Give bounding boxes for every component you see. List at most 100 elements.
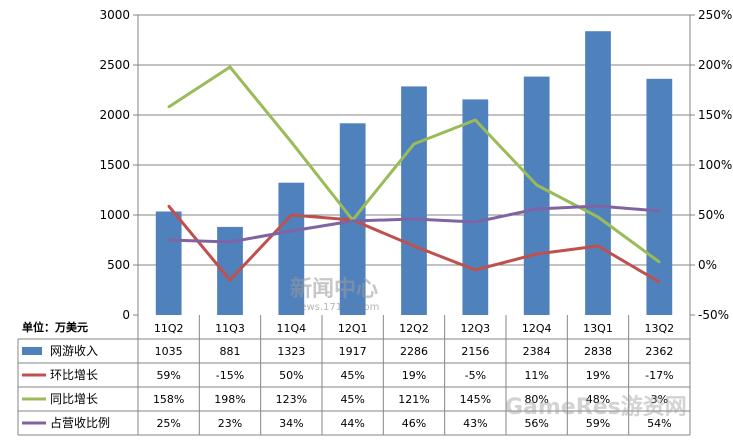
line-series (167, 65, 661, 284)
bar-12Q4 (523, 76, 550, 315)
legend-entry: 环比增长 (50, 368, 98, 382)
line-point (228, 278, 232, 282)
line-point (412, 142, 416, 146)
table-cell: 3% (651, 393, 668, 406)
category-label: 11Q2 (154, 322, 184, 335)
table-cell: 46% (402, 417, 426, 430)
table-cell: 1917 (339, 345, 367, 358)
table-cell: 158% (153, 393, 184, 406)
table-cell: 54% (647, 417, 671, 430)
left-axis-tick-label: 1500 (99, 158, 130, 172)
line-point (290, 213, 293, 217)
table-cell: 1035 (155, 345, 183, 358)
table-cell: 121% (398, 393, 429, 406)
line-point (658, 280, 661, 284)
table-cell: 34% (279, 417, 303, 430)
table-cell: 56% (524, 417, 548, 430)
line-point (167, 238, 170, 242)
line-point (658, 260, 661, 264)
bar-series (155, 31, 673, 316)
table-cell: 25% (156, 417, 180, 430)
line-point (596, 204, 600, 208)
legend-key-bar (22, 347, 42, 355)
legend-entry: 网游收入 (50, 344, 98, 358)
watermark: 新闻中心 news.17173.com GameRes游资网 (290, 276, 687, 420)
line-point (658, 209, 661, 213)
bar-12Q3 (462, 99, 489, 316)
data-table: 单位：万美元 11Q2 11Q3 11Q4 12Q1 12Q2 12Q3 12Q4 13Q1 13… (17, 315, 691, 436)
category-label: 11Q3 (215, 322, 245, 335)
table-cell: -5% (465, 369, 486, 382)
line-point (596, 215, 600, 219)
table-cell: 19% (586, 369, 610, 382)
left-axis-tick-label: 2000 (99, 108, 130, 122)
table-cell: 45% (340, 393, 364, 406)
left-axis-tick-label: 1000 (99, 208, 130, 222)
category-label: 12Q3 (461, 322, 491, 335)
right-axis-tick-label: 150% (698, 108, 732, 122)
table-cell: 23% (218, 417, 242, 430)
left-axis-tick-label: 3000 (99, 8, 130, 22)
table-cell: 2156 (461, 345, 489, 358)
legend-entry: 同比增长 (50, 392, 98, 406)
table-cell: -15% (216, 369, 244, 382)
left-axis-tick-label: 500 (107, 258, 130, 272)
line-point (351, 219, 354, 223)
table-cell: 2362 (645, 345, 673, 358)
line-point (412, 217, 416, 221)
table-cell: 198% (214, 393, 245, 406)
category-label: 13Q2 (645, 322, 675, 335)
right-axis-tick-label: 250% (698, 8, 732, 22)
left-axis-tick-label: 2500 (99, 58, 130, 72)
right-axis-tick-label: 50% (698, 208, 725, 222)
right-axis-tick-label: -50% (698, 308, 729, 322)
bar-11Q4 (278, 182, 305, 315)
watermark-corner-text: GameRes游资网 (505, 394, 687, 420)
table-cell: 45% (340, 369, 364, 382)
line-point (535, 207, 538, 211)
category-label: 11Q4 (277, 322, 307, 335)
category-label: 12Q4 (522, 322, 552, 335)
line-point (474, 268, 477, 272)
right-axis-tick-label: 0% (698, 258, 717, 272)
line-point (167, 105, 170, 109)
category-label: 12Q2 (399, 322, 429, 335)
axes: 0 500 1000 1500 2000 2500 3000 -50% 0% 50% 100% 150… (99, 8, 732, 322)
watermark-center-text: 新闻中心 (290, 276, 378, 302)
line-point (290, 229, 293, 233)
table-cell: 2384 (523, 345, 551, 358)
table-cell: 48% (586, 393, 610, 406)
table-cell: 2286 (400, 345, 428, 358)
bar-11Q2 (155, 211, 182, 315)
line-point (535, 252, 538, 256)
line-point (535, 183, 538, 187)
left-axis-tick-label: 0 (122, 308, 130, 322)
watermark-center-url: news.17173.com (294, 302, 379, 313)
line-point (474, 220, 477, 224)
table-cell: 11% (524, 369, 548, 382)
table-cell: 1323 (277, 345, 305, 358)
legend-entry: 占营收比例 (50, 415, 110, 430)
table-cell: 59% (156, 369, 180, 382)
table-cell: 19% (402, 369, 426, 382)
table-cell: 123% (276, 393, 307, 406)
table-cell: 44% (340, 417, 364, 430)
table-cell: 50% (279, 369, 303, 382)
category-label: 12Q1 (338, 322, 368, 335)
line-point (596, 244, 600, 248)
line-point (290, 140, 293, 144)
line-point (167, 204, 170, 208)
line-point (474, 118, 477, 122)
category-label: 13Q1 (583, 322, 613, 335)
bar-13Q1 (585, 31, 611, 315)
table-cell: 2838 (584, 345, 612, 358)
right-axis-tick-label: 200% (698, 58, 732, 72)
table-cell: 43% (463, 417, 487, 430)
table-cell: 59% (586, 417, 610, 430)
right-axis-tick-label: 100% (698, 158, 732, 172)
table-cell: 145% (460, 393, 491, 406)
table-cell: 881 (220, 345, 241, 358)
unit-label: 单位：万美元 (22, 320, 88, 334)
line-point (412, 244, 416, 248)
